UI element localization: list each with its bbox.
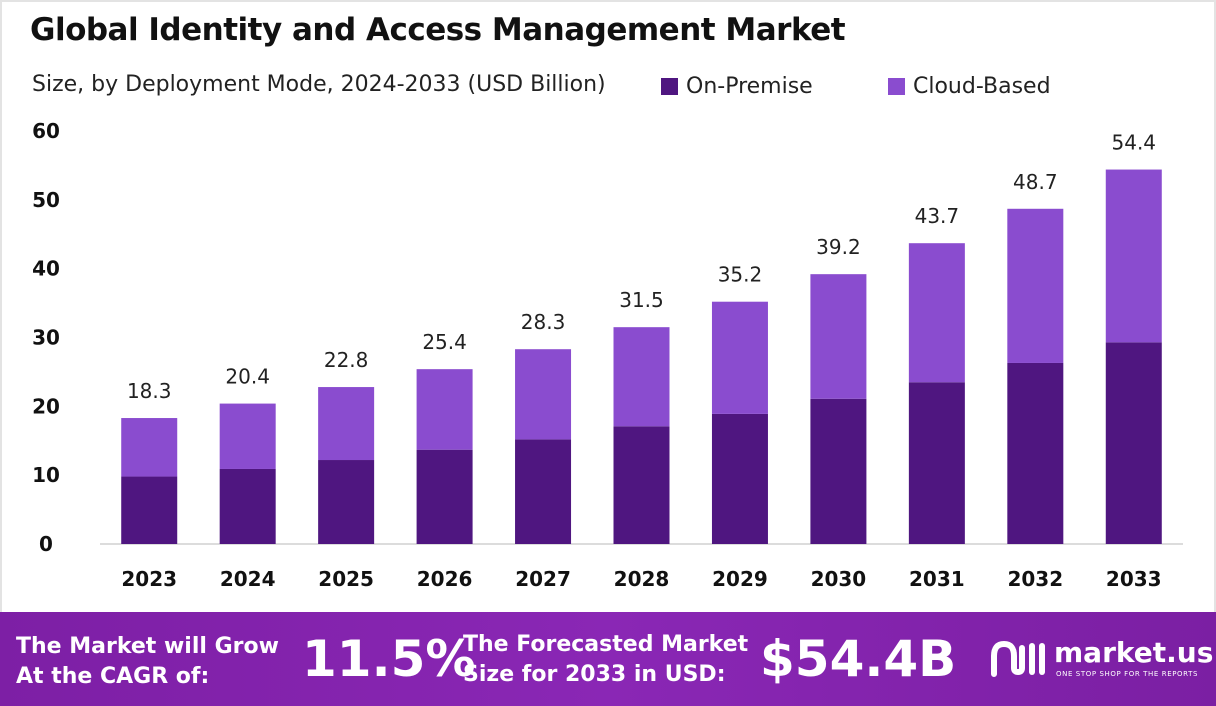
chart-title: Global Identity and Access Management Ma… [30, 12, 846, 48]
bar-total-label: 39.2 [816, 235, 861, 259]
bar-cloud-based-2025 [318, 387, 375, 461]
bar-total-label: 22.8 [324, 348, 369, 372]
x-tick-label: 2023 [121, 567, 177, 591]
y-tick-label: 60 [32, 119, 60, 143]
cagr-value: 11.5% [302, 630, 476, 688]
forecast-label-line2: Size for 2033 in USD: [463, 662, 726, 687]
bar-total-label: 28.3 [521, 310, 566, 334]
forecast-label: The Forecasted Market Size for 2033 in U… [463, 630, 748, 690]
x-tick-label: 2027 [515, 567, 571, 591]
cagr-label-line2: At the CAGR of: [16, 664, 210, 689]
bar-total-label: 54.4 [1112, 131, 1157, 155]
x-tick-label: 2029 [712, 567, 768, 591]
brand-logo: market.us ONE STOP SHOP FOR THE REPORTS [990, 634, 1214, 684]
y-tick-label: 30 [32, 326, 60, 350]
legend-swatch-cloud-based [888, 77, 905, 95]
bar-total-label: 31.5 [619, 288, 664, 312]
bar-on-premise-2026 [416, 449, 473, 544]
legend-label-on-premise: On-Premise [686, 73, 813, 99]
bar-on-premise-2032 [1007, 362, 1064, 544]
bar-on-premise-2028 [613, 426, 670, 544]
cagr-label-line1: The Market will Grow [16, 634, 279, 659]
bar-on-premise-2033 [1105, 342, 1162, 544]
y-tick-label: 50 [32, 188, 60, 212]
bar-on-premise-2030 [810, 398, 867, 544]
x-tick-label: 2032 [1007, 567, 1063, 591]
bar-cloud-based-2033 [1105, 169, 1162, 343]
bar-on-premise-2031 [908, 382, 965, 544]
bar-total-label: 43.7 [915, 204, 960, 228]
brand-name: market.us [1054, 636, 1214, 669]
cagr-label: The Market will Grow At the CAGR of: [16, 632, 279, 692]
legend-item-on-premise: On-Premise [661, 72, 813, 100]
x-tick-label: 2033 [1106, 567, 1162, 591]
brand-tagline: ONE STOP SHOP FOR THE REPORTS [1056, 670, 1199, 678]
y-tick-label: 10 [32, 463, 60, 487]
y-tick-label: 0 [39, 532, 53, 556]
market-us-logo-icon [991, 640, 1045, 677]
bar-total-label: 20.4 [225, 365, 270, 389]
bar-on-premise-2029 [711, 413, 768, 544]
x-tick-label: 2028 [614, 567, 670, 591]
bar-cloud-based-2028 [613, 327, 670, 427]
legend-item-cloud-based: Cloud-Based [888, 72, 1051, 100]
bar-on-premise-2023 [121, 476, 178, 544]
bar-cloud-based-2030 [810, 274, 867, 399]
x-tick-label: 2024 [220, 567, 276, 591]
bar-cloud-based-2029 [711, 301, 768, 414]
bar-total-label: 25.4 [422, 330, 467, 354]
bar-cloud-based-2023 [121, 418, 178, 477]
chart-subtitle: Size, by Deployment Mode, 2024-2033 (USD… [32, 72, 606, 97]
bar-on-premise-2027 [515, 439, 572, 544]
bar-total-label: 18.3 [127, 379, 172, 403]
x-tick-label: 2031 [909, 567, 965, 591]
bar-cloud-based-2032 [1007, 208, 1064, 363]
bar-cloud-based-2024 [219, 403, 276, 469]
footer-banner: The Market will Grow At the CAGR of: 11.… [0, 612, 1216, 706]
x-tick-label: 2026 [417, 567, 473, 591]
bar-on-premise-2024 [219, 468, 276, 544]
forecast-label-line1: The Forecasted Market [463, 632, 749, 657]
legend-swatch-on-premise [661, 77, 678, 95]
y-tick-label: 20 [32, 394, 60, 418]
bar-cloud-based-2026 [416, 369, 473, 450]
y-tick-label: 40 [32, 257, 60, 281]
stacked-bar-chart: 010203040506018.3202320.4202422.8202525.… [32, 119, 1183, 591]
bar-cloud-based-2027 [515, 349, 572, 440]
legend-label-cloud-based: Cloud-Based [913, 73, 1051, 99]
bar-cloud-based-2031 [908, 243, 965, 383]
x-tick-label: 2030 [811, 567, 867, 591]
bar-total-label: 48.7 [1013, 170, 1058, 194]
x-tick-label: 2025 [318, 567, 374, 591]
bar-total-label: 35.2 [718, 263, 763, 287]
forecast-value: $54.4B [760, 630, 957, 688]
bar-on-premise-2025 [318, 460, 375, 544]
